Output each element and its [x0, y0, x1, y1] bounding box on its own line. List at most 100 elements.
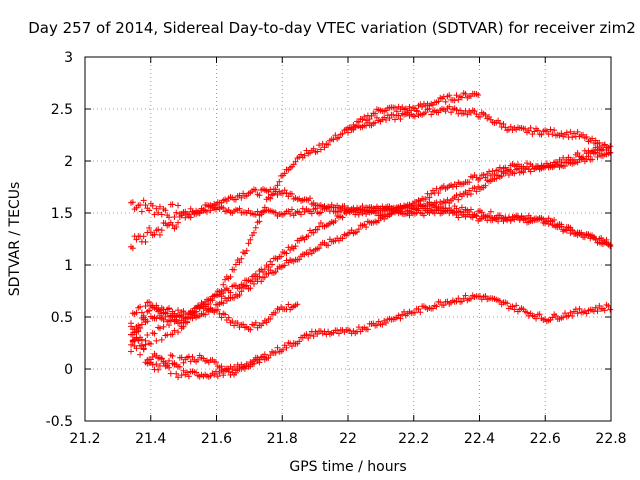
- data-point: [392, 116, 399, 123]
- data-point: [250, 229, 257, 236]
- data-point: [193, 308, 200, 315]
- data-point: [596, 144, 603, 151]
- data-point: [265, 263, 272, 270]
- data-point: [339, 235, 346, 242]
- data-point: [234, 320, 241, 327]
- data-point: [361, 113, 368, 120]
- data-point: [596, 302, 603, 309]
- data-point: [267, 315, 274, 322]
- data-point: [269, 191, 276, 198]
- data-point: [361, 207, 368, 214]
- data-point: [507, 123, 514, 130]
- data-point: [236, 291, 243, 298]
- data-point: [511, 170, 518, 177]
- data-point: [453, 298, 460, 305]
- data-point: [363, 224, 370, 231]
- data-point: [200, 206, 207, 213]
- data-point: [511, 306, 518, 313]
- data-point: [455, 214, 462, 221]
- data-point: [227, 273, 234, 280]
- data-point: [184, 318, 191, 325]
- data-point: [247, 285, 254, 292]
- data-point: [213, 359, 220, 366]
- data-point: [453, 183, 460, 190]
- data-point: [551, 216, 558, 223]
- data-point: [252, 211, 259, 218]
- data-point: [390, 111, 397, 118]
- data-point: [232, 369, 239, 376]
- data-point: [522, 215, 529, 222]
- data-point: [178, 372, 185, 379]
- data-point: [598, 147, 605, 154]
- data-point: [397, 315, 404, 322]
- data-point: [156, 362, 163, 369]
- data-point: [191, 311, 198, 318]
- data-point: [373, 322, 380, 329]
- data-point: [429, 305, 436, 312]
- data-point: [231, 294, 238, 301]
- data-point: [274, 344, 281, 351]
- data-point: [256, 273, 263, 280]
- data-point: [169, 308, 176, 315]
- data-point: [146, 299, 153, 306]
- data-point: [520, 169, 527, 176]
- data-point: [213, 368, 220, 375]
- y-axis-ticks: -0.5 0 0.5 1 1.5 2 2.5 3: [46, 50, 611, 430]
- data-point: [580, 153, 587, 160]
- data-point: [193, 369, 200, 376]
- data-point: [227, 289, 234, 296]
- data-point: [229, 318, 236, 325]
- data-point: [146, 207, 153, 214]
- data-point: [142, 202, 149, 209]
- data-point: [128, 348, 135, 355]
- data-point: [496, 212, 503, 219]
- chart-title: Day 257 of 2014, Sidereal Day-to-day VTE…: [28, 19, 636, 37]
- data-point: [500, 121, 507, 128]
- data-point: [308, 210, 315, 217]
- data-point: [473, 212, 480, 219]
- data-point: [321, 144, 328, 151]
- y-tick-label: 2.5: [51, 102, 73, 118]
- data-point: [379, 321, 386, 328]
- data-point: [214, 373, 221, 380]
- data-point: [250, 360, 257, 367]
- data-point: [283, 344, 290, 351]
- data-point: [151, 330, 158, 337]
- data-point: [440, 302, 447, 309]
- data-point: [574, 128, 581, 135]
- x-tick-label: 21.8: [267, 431, 298, 447]
- data-point: [214, 306, 221, 313]
- data-point: [560, 314, 567, 321]
- data-point: [180, 209, 187, 216]
- data-point: [592, 137, 599, 144]
- data-point: [261, 356, 268, 363]
- data-point: [164, 310, 171, 317]
- x-tick-label: 22.6: [530, 431, 561, 447]
- data-point: [158, 211, 165, 218]
- data-point: [158, 227, 165, 234]
- data-point: [220, 300, 227, 307]
- y-tick-label: -0.5: [46, 414, 73, 430]
- data-point: [366, 116, 373, 123]
- data-point: [225, 368, 232, 375]
- data-point: [317, 209, 324, 216]
- data-point: [382, 206, 389, 213]
- data-point: [496, 164, 503, 171]
- data-point: [272, 209, 279, 216]
- data-point: [165, 214, 172, 221]
- data-point: [281, 262, 288, 269]
- data-point: [458, 94, 465, 101]
- data-point: [175, 202, 182, 209]
- data-point: [563, 159, 570, 166]
- data-point: [180, 323, 187, 330]
- data-point: [482, 174, 489, 181]
- data-point: [269, 261, 276, 268]
- data-point: [218, 314, 225, 321]
- data-point: [137, 303, 144, 310]
- data-point: [182, 214, 189, 221]
- data-point: [435, 190, 442, 197]
- data-point: [549, 314, 556, 321]
- x-tick-label: 22.4: [464, 431, 495, 447]
- data-point: [339, 214, 346, 221]
- data-point: [482, 293, 489, 300]
